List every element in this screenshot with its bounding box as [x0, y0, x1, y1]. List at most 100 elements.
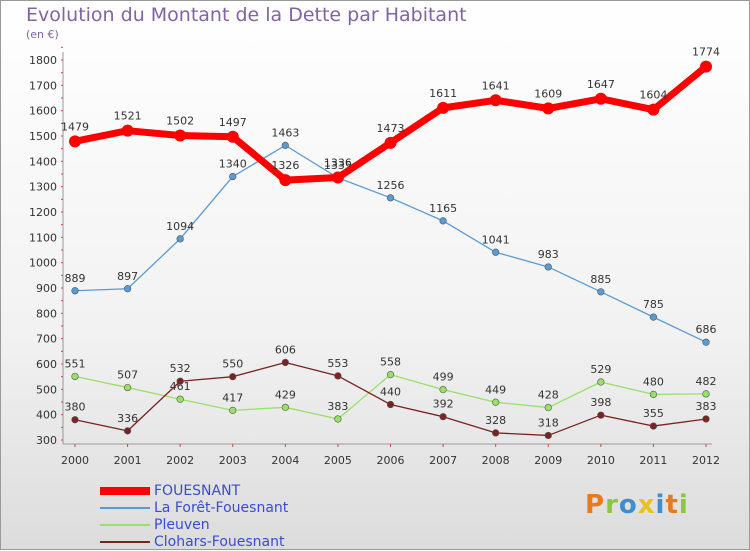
y-tick-label: 1800 — [29, 54, 57, 67]
y-tick-label: 1200 — [29, 206, 57, 219]
y-tick-label: 600 — [36, 358, 57, 371]
data-label: 398 — [590, 396, 611, 409]
x-tick-label: 2000 — [61, 454, 89, 467]
data-label: 449 — [485, 383, 506, 396]
data-label: 550 — [222, 358, 243, 371]
data-point — [279, 174, 292, 187]
y-tick-label: 900 — [36, 282, 57, 295]
data-point — [71, 287, 79, 295]
data-label: 428 — [538, 389, 559, 402]
x-tick-label: 2008 — [482, 454, 510, 467]
y-tick-label: 1600 — [29, 105, 57, 118]
data-label: 355 — [643, 407, 664, 420]
data-point — [437, 101, 450, 114]
data-point — [597, 288, 605, 296]
data-label: 1463 — [271, 126, 299, 139]
data-label: 1604 — [639, 89, 667, 102]
y-tick-label: 500 — [36, 383, 57, 396]
data-point — [492, 248, 500, 256]
data-point — [71, 372, 79, 381]
data-label: 380 — [65, 401, 86, 414]
y-tick-label: 800 — [36, 307, 57, 320]
logo-letter: i — [655, 490, 666, 520]
x-tick-label: 2006 — [377, 454, 405, 467]
data-label: 529 — [590, 363, 611, 376]
data-point — [386, 400, 395, 409]
data-point — [334, 372, 342, 380]
data-point — [229, 172, 237, 181]
x-tick-label: 2002 — [166, 454, 194, 467]
logo-letter: r — [605, 490, 619, 520]
x-tick-label: 2003 — [219, 454, 247, 467]
logo-letter: i — [678, 490, 689, 520]
data-point — [229, 406, 237, 414]
data-point — [386, 371, 395, 379]
data-point — [281, 403, 289, 411]
data-point — [702, 338, 710, 346]
data-label: 1335 — [324, 159, 352, 172]
y-tick-label: 700 — [36, 333, 57, 346]
data-label: 983 — [538, 248, 559, 261]
data-label: 1521 — [114, 110, 142, 123]
data-label: 553 — [327, 357, 348, 370]
data-label: 440 — [380, 386, 401, 399]
y-tick-label: 1700 — [29, 79, 57, 92]
x-tick-label: 2007 — [429, 454, 457, 467]
data-point — [123, 427, 132, 435]
legend-label: Clohars-Fouesnant — [154, 534, 285, 550]
data-label: 392 — [433, 398, 454, 411]
data-label: 1473 — [377, 122, 405, 135]
data-point — [702, 415, 710, 423]
data-point — [334, 415, 342, 423]
data-label: 1609 — [534, 87, 562, 100]
data-label: 897 — [117, 270, 138, 283]
data-label: 558 — [380, 356, 401, 369]
data-point — [594, 92, 607, 105]
data-label: 383 — [696, 400, 717, 413]
y-tick-label: 1400 — [29, 155, 57, 168]
data-point — [384, 136, 397, 149]
data-point — [492, 398, 500, 406]
data-point — [489, 94, 502, 107]
data-point — [702, 390, 710, 398]
logo-letter: t — [665, 490, 679, 520]
data-label: 480 — [643, 375, 664, 388]
logo-letter: x — [637, 490, 656, 520]
legend-label: Pleuven — [154, 517, 210, 533]
data-point — [439, 413, 447, 421]
legend-swatch — [100, 541, 150, 543]
data-label: 499 — [433, 371, 454, 384]
legend-swatch — [100, 487, 150, 495]
data-point — [281, 141, 289, 149]
data-label: 551 — [65, 357, 86, 370]
x-tick-label: 2010 — [587, 454, 615, 467]
data-point — [544, 431, 552, 440]
data-point — [69, 135, 81, 148]
legend-label: La Forêt-Fouesnant — [154, 500, 289, 516]
data-point — [439, 217, 447, 225]
data-point — [649, 313, 658, 321]
x-tick-label: 2004 — [271, 454, 299, 467]
logo-letter: o — [618, 490, 638, 520]
data-label: 1094 — [166, 220, 194, 233]
data-point — [597, 411, 605, 419]
data-label: 1336 — [324, 157, 352, 170]
data-point — [281, 358, 289, 367]
data-label: 1041 — [482, 233, 510, 246]
data-point — [649, 422, 658, 430]
data-point — [439, 385, 447, 394]
data-point — [700, 60, 712, 73]
chart-title: Evolution du Montant de la Dette par Hab… — [26, 4, 467, 26]
data-label: 1497 — [219, 116, 247, 129]
y-tick-label: 1500 — [29, 130, 57, 143]
data-label: 336 — [117, 412, 138, 425]
data-label: 1641 — [482, 79, 510, 92]
x-tick-label: 2009 — [534, 454, 562, 467]
data-label: 1647 — [587, 78, 615, 91]
data-label: 383 — [327, 400, 348, 413]
legend-swatch — [100, 507, 150, 509]
data-point — [176, 395, 184, 403]
data-label: 686 — [696, 323, 717, 336]
logo-letter: P — [585, 490, 606, 520]
